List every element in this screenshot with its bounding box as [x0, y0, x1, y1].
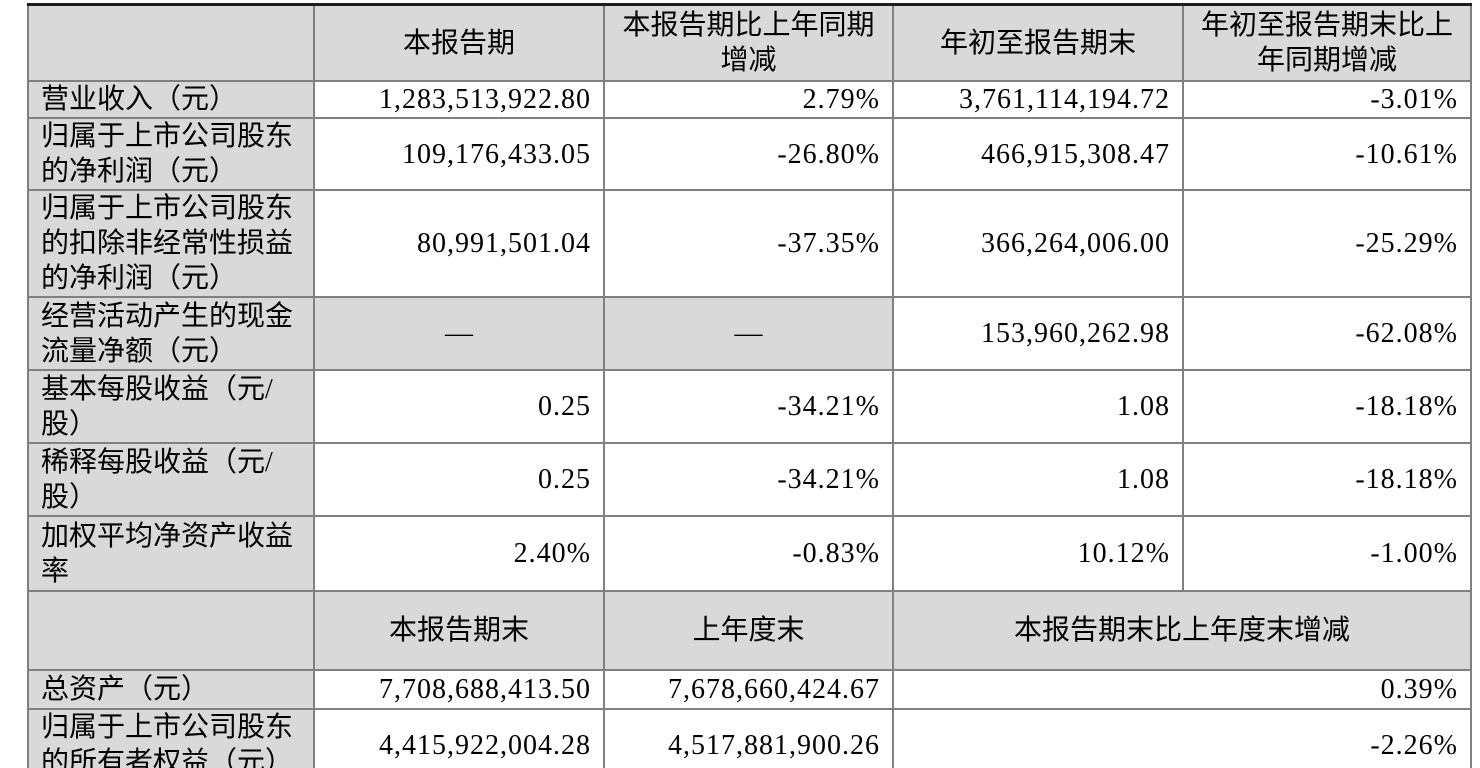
- value-cell: 1,283,513,922.80: [313, 80, 605, 119]
- value-cell: 1.08: [892, 442, 1184, 517]
- column-header-period-end-change: 本报告期末比上年度末增减: [892, 590, 1472, 671]
- value-cell: -0.83%: [603, 515, 894, 592]
- value-cell: 80,991,501.04: [313, 189, 605, 298]
- value-cell: 7,678,660,424.67: [603, 669, 894, 710]
- table-row-net-profit-deducted: 归属于上市公司股东的扣除非经常性损益的净利润（元） 80,991,501.04 …: [27, 189, 1472, 298]
- value-cell: -1.00%: [1182, 515, 1472, 592]
- row-label: 稀释每股收益（元/股）: [27, 442, 315, 517]
- column-header-current-period-yoy: 本报告期比上年同期增减: [603, 3, 894, 82]
- value-cell: -18.18%: [1182, 369, 1472, 444]
- value-cell: 0.25: [313, 369, 605, 444]
- table-row-net-profit: 归属于上市公司股东的净利润（元） 109,176,433.05 -26.80% …: [27, 117, 1472, 191]
- table-row-operating-cash-flow: 经营活动产生的现金流量净额（元） — — 153,960,262.98 -62.…: [27, 296, 1472, 371]
- value-cell: 366,264,006.00: [892, 189, 1184, 298]
- table-row-basic-eps: 基本每股收益（元/股） 0.25 -34.21% 1.08 -18.18%: [27, 369, 1472, 444]
- value-cell: -2.26%: [892, 708, 1472, 768]
- value-cell: 2.79%: [603, 80, 894, 119]
- value-cell: 0.39%: [892, 669, 1472, 710]
- column-header-ytd-yoy: 年初至报告期末比上年同期增减: [1182, 3, 1472, 82]
- value-cell: 153,960,262.98: [892, 296, 1184, 371]
- table-row-weighted-avg-roe: 加权平均净资产收益率 2.40% -0.83% 10.12% -1.00%: [27, 515, 1472, 592]
- corner-cell: [27, 590, 315, 671]
- value-cell: 4,415,922,004.28: [313, 708, 605, 768]
- value-cell: -3.01%: [1182, 80, 1472, 119]
- value-cell: 7,708,688,413.50: [313, 669, 605, 710]
- column-header-current-period: 本报告期: [313, 3, 605, 82]
- row-label: 归属于上市公司股东的净利润（元）: [27, 117, 315, 191]
- column-header-prior-year-end: 上年度末: [603, 590, 894, 671]
- row-label: 经营活动产生的现金流量净额（元）: [27, 296, 315, 371]
- value-cell: 1.08: [892, 369, 1184, 444]
- column-header-ytd: 年初至报告期末: [892, 3, 1184, 82]
- value-cell: 10.12%: [892, 515, 1184, 592]
- value-cell: -37.35%: [603, 189, 894, 298]
- value-cell: 0.25: [313, 442, 605, 517]
- value-cell: -26.80%: [603, 117, 894, 191]
- table-row-owners-equity: 归属于上市公司股东的所有者权益（元） 4,415,922,004.28 4,51…: [27, 708, 1472, 768]
- value-cell: -34.21%: [603, 369, 894, 444]
- header-row-period: 本报告期 本报告期比上年同期增减 年初至报告期末 年初至报告期末比上年同期增减: [27, 3, 1472, 82]
- value-cell: -25.29%: [1182, 189, 1472, 298]
- row-label: 加权平均净资产收益率: [27, 515, 315, 592]
- value-cell: 466,915,308.47: [892, 117, 1184, 191]
- value-cell: -10.61%: [1182, 117, 1472, 191]
- dash-cell: —: [603, 296, 894, 371]
- value-cell: 2.40%: [313, 515, 605, 592]
- table-row-total-assets: 总资产（元） 7,708,688,413.50 7,678,660,424.67…: [27, 669, 1472, 710]
- row-label: 基本每股收益（元/股）: [27, 369, 315, 444]
- column-header-period-end: 本报告期末: [313, 590, 605, 671]
- value-cell: 3,761,114,194.72: [892, 80, 1184, 119]
- dash-cell: —: [313, 296, 605, 371]
- header-row-period-end: 本报告期末 上年度末 本报告期末比上年度末增减: [27, 590, 1472, 671]
- table-row-diluted-eps: 稀释每股收益（元/股） 0.25 -34.21% 1.08 -18.18%: [27, 442, 1472, 517]
- row-label: 总资产（元）: [27, 669, 315, 710]
- key-financials-table: 本报告期 本报告期比上年同期增减 年初至报告期末 年初至报告期末比上年同期增减 …: [27, 3, 1472, 768]
- corner-cell: [27, 3, 315, 82]
- table-row-revenue: 营业收入（元） 1,283,513,922.80 2.79% 3,761,114…: [27, 80, 1472, 119]
- value-cell: -34.21%: [603, 442, 894, 517]
- value-cell: 109,176,433.05: [313, 117, 605, 191]
- row-label: 营业收入（元）: [27, 80, 315, 119]
- row-label: 归属于上市公司股东的所有者权益（元）: [27, 708, 315, 768]
- row-label: 归属于上市公司股东的扣除非经常性损益的净利润（元）: [27, 189, 315, 298]
- value-cell: 4,517,881,900.26: [603, 708, 894, 768]
- value-cell: -18.18%: [1182, 442, 1472, 517]
- value-cell: -62.08%: [1182, 296, 1472, 371]
